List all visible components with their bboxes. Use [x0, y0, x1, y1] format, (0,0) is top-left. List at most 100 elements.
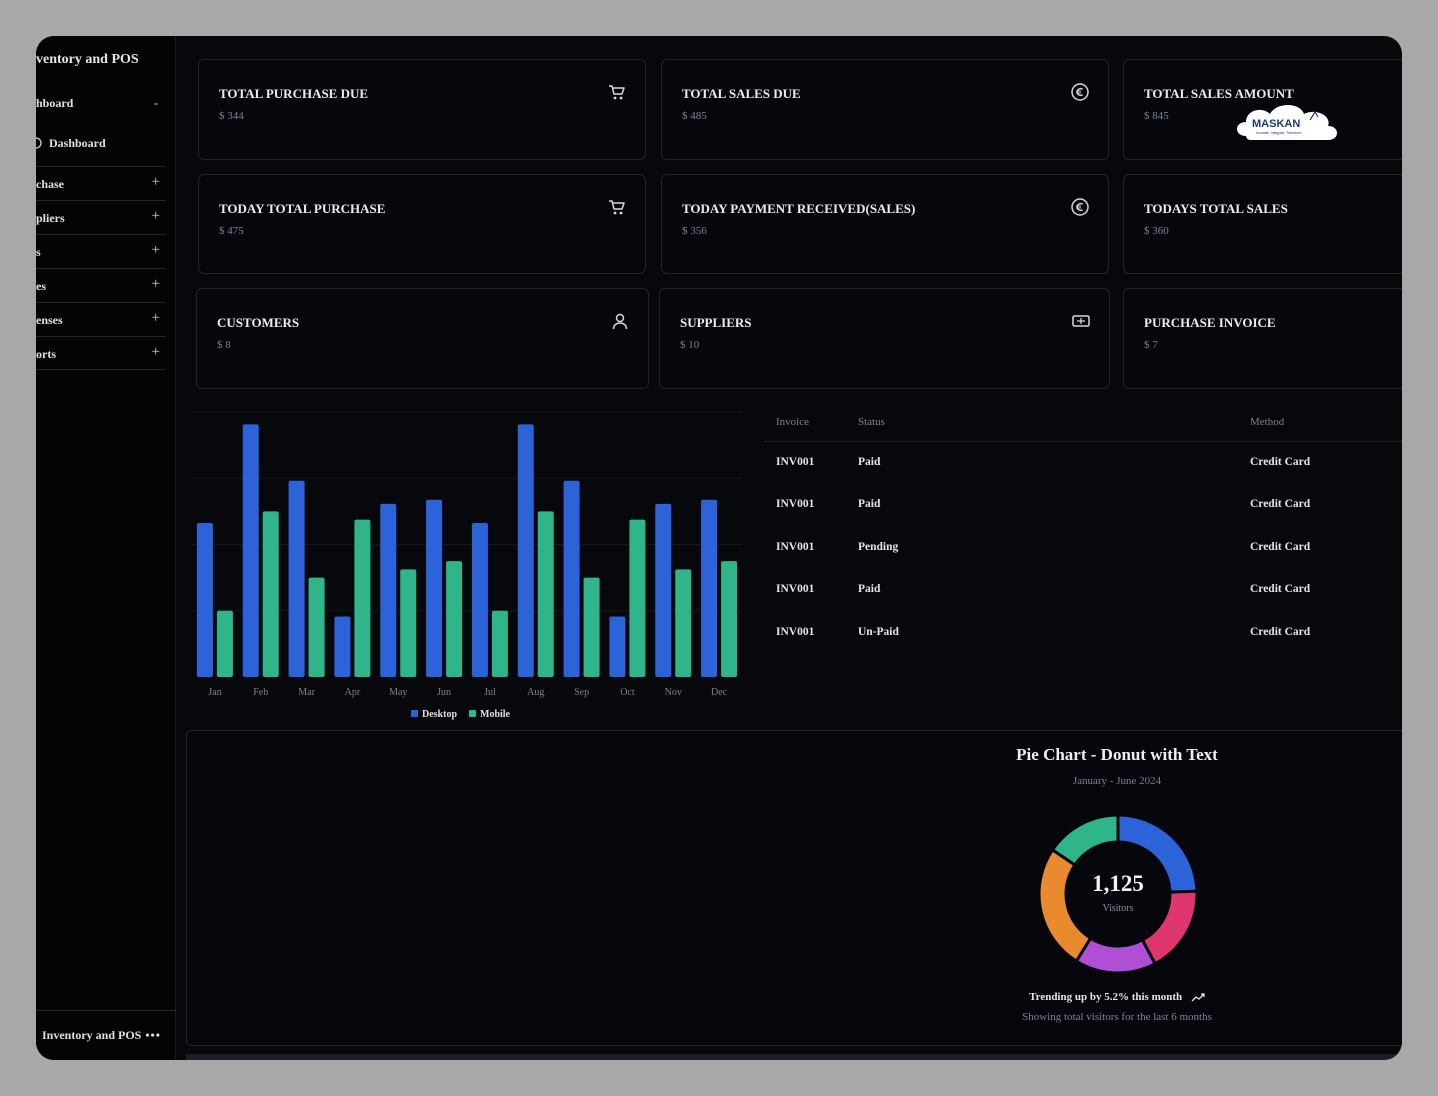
bar-desktop-jul[interactable] [471, 522, 488, 677]
x-tick-label: Nov [665, 687, 682, 698]
sidebar-item-label: pliers [36, 211, 65, 225]
x-tick-label: Dec [711, 687, 728, 698]
collapse-sign: - [154, 96, 158, 110]
expand-sign: + [151, 276, 160, 292]
x-tick-label: Apr [345, 687, 361, 698]
bar-mobile-nov[interactable] [675, 569, 692, 677]
sidebar-menu: chase + pliers + s + es + enses + orts + [36, 166, 166, 370]
legend-label: Desktop [422, 709, 457, 720]
currency-icon [1071, 198, 1089, 216]
sidebar-item-suppliers[interactable]: pliers + [36, 200, 166, 234]
pie-chart-panel: Pie Chart - Donut with Text January - Ju… [186, 730, 1402, 1046]
card-title: TODAY PAYMENT RECEIVED(SALES) [682, 201, 916, 216]
donut-slice-green[interactable] [1050, 813, 1120, 868]
bar-mobile-jun[interactable] [446, 561, 463, 677]
app-screen: ventory and POS hboard - Dashboard chase… [36, 36, 1402, 1060]
cell-status: Paid [858, 498, 881, 510]
sidebar-footer-divider [36, 1010, 176, 1011]
bar-mobile-sep[interactable] [583, 577, 600, 677]
cell-invoice: INV001 [776, 498, 815, 510]
bar-desktop-dec[interactable] [701, 499, 718, 677]
column-header-invoice[interactable]: Invoice [776, 416, 809, 428]
card-purchase-invoice: PURCHASE INVOICE $ 7 [1123, 288, 1402, 389]
bar-mobile-aug[interactable] [537, 511, 554, 677]
bar-mobile-dec[interactable] [721, 561, 738, 677]
sidebar-item-products[interactable]: s + [36, 234, 166, 268]
sidebar: ventory and POS hboard - Dashboard chase… [36, 36, 176, 1060]
cell-method: Credit Card [1250, 626, 1311, 638]
cell-method: Credit Card [1250, 583, 1311, 595]
cell-status: Paid [858, 456, 881, 468]
user-icon [612, 313, 628, 330]
bar-mobile-may[interactable] [400, 569, 417, 677]
bar-desktop-oct[interactable] [609, 616, 626, 677]
card-total-sales-due: TOTAL SALES DUE $ 485 [661, 59, 1109, 160]
card-value: $ 344 [219, 110, 244, 122]
sidebar-item-reports[interactable]: orts + [36, 336, 166, 370]
donut-center-value: 1,125 [1092, 871, 1144, 896]
x-tick-label: Jun [437, 687, 451, 698]
expand-sign: + [151, 344, 160, 360]
donut-center-label: Visitors [1102, 903, 1134, 914]
sidebar-item-label: orts [36, 347, 56, 361]
bar-desktop-apr[interactable] [334, 616, 351, 677]
bar-mobile-mar[interactable] [308, 577, 325, 677]
column-header-status[interactable]: Status [858, 416, 885, 428]
cell-invoice: INV001 [776, 541, 815, 553]
cell-method: Credit Card [1250, 498, 1311, 510]
card-value: $ 360 [1144, 225, 1169, 237]
bar-desktop-feb[interactable] [242, 424, 259, 677]
sidebar-item-purchase[interactable]: chase + [36, 166, 166, 200]
card-suppliers: SUPPLIERS $ 10 [659, 288, 1110, 389]
bar-desktop-nov[interactable] [655, 503, 672, 677]
dashboard-icon [36, 137, 42, 149]
legend-label: Mobile [480, 709, 511, 720]
cell-method: Credit Card [1250, 541, 1311, 553]
maskan-logo: MASKAN Innovate, Integrate, Transform [1237, 105, 1337, 140]
card-customers: CUSTOMERS $ 8 [196, 288, 649, 389]
more-icon[interactable]: ••• [145, 1028, 161, 1042]
horizontal-scrollbar[interactable] [186, 1054, 1402, 1060]
cell-status: Pending [858, 541, 899, 553]
donut-chart [1037, 813, 1199, 975]
x-tick-label: Sep [574, 687, 589, 698]
sidebar-footer[interactable]: Inventory and POS ••• [42, 1028, 161, 1043]
card-value: $ 475 [219, 225, 244, 237]
footer-app-name: Inventory and POS [42, 1028, 142, 1042]
bar-mobile-oct[interactable] [629, 519, 646, 677]
card-value: $ 845 [1144, 110, 1169, 122]
pie-subtitle: January - June 2024 [1072, 775, 1162, 787]
bar-mobile-jul[interactable] [491, 610, 508, 677]
sidebar-group-label: hboard [36, 96, 74, 110]
currency-icon [1071, 83, 1089, 101]
x-tick-label: May [389, 687, 407, 698]
card-title: TODAY TOTAL PURCHASE [219, 201, 386, 216]
sidebar-item-label: es [36, 279, 46, 293]
ticket-icon [1072, 315, 1090, 327]
sidebar-item-label: enses [36, 313, 63, 327]
bar-mobile-apr[interactable] [354, 519, 371, 677]
bar-desktop-may[interactable] [380, 503, 397, 677]
sidebar-group-dashboard[interactable]: hboard - [36, 96, 164, 114]
app-title: ventory and POS [36, 52, 139, 67]
bar-desktop-aug[interactable] [517, 424, 534, 677]
card-title: TODAYS TOTAL SALES [1144, 201, 1288, 216]
trend-label: Trending up by 5.2% this month [1029, 991, 1183, 1003]
bar-desktop-sep[interactable] [563, 480, 580, 677]
bar-desktop-jan[interactable] [196, 522, 213, 677]
bar-mobile-jan[interactable] [216, 610, 233, 677]
bar-desktop-mar[interactable] [288, 480, 305, 677]
legend-swatch [411, 710, 418, 717]
bar-mobile-feb[interactable] [262, 511, 279, 677]
sidebar-item-dashboard[interactable]: Dashboard [36, 136, 164, 156]
cell-invoice: INV001 [776, 456, 815, 468]
card-title: PURCHASE INVOICE [1144, 315, 1276, 330]
sidebar-item-expenses[interactable]: enses + [36, 302, 166, 336]
x-tick-label: Feb [253, 687, 268, 698]
bar-desktop-jun[interactable] [426, 499, 443, 677]
pie-footer: Showing total visitors for the last 6 mo… [1022, 1011, 1212, 1023]
column-header-method[interactable]: Method [1250, 416, 1285, 428]
x-tick-label: Jan [208, 687, 221, 698]
sidebar-item-sales[interactable]: es + [36, 268, 166, 302]
header-divider [764, 441, 1402, 442]
